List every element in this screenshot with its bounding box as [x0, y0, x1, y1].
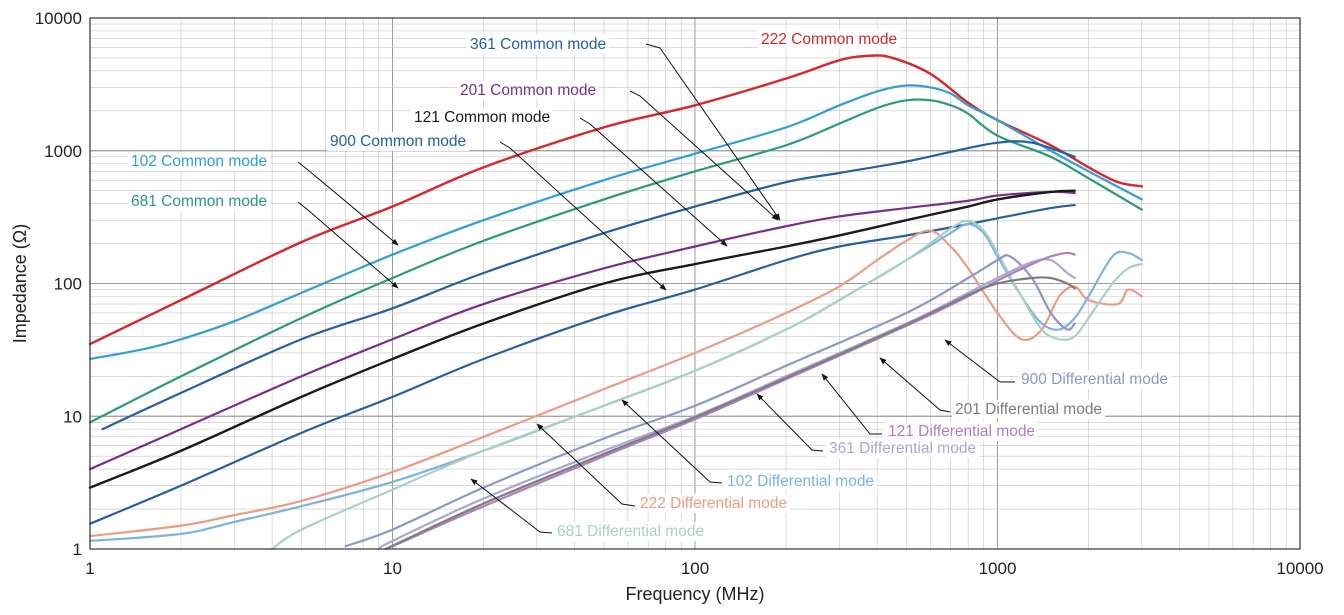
annotation-label-bg: [128, 152, 271, 171]
annotation-label-bg: [411, 108, 554, 127]
series-line-102-common-mode: [88, 84, 1143, 361]
series-line-900-common-mode: [101, 140, 1076, 431]
annotation-label-bg: [952, 400, 1106, 419]
annotation-label: 222 Common mode: [761, 31, 897, 48]
series-line-201-differential-mode: [384, 276, 1076, 551]
annotation-arrow: [629, 90, 779, 221]
annotation-label-bg: [885, 422, 1039, 441]
x-tick-label: 10000: [1276, 559, 1323, 578]
annotation-label-bg: [724, 472, 878, 491]
annotation-6: 681 Common mode: [128, 192, 399, 289]
annotation-arrow: [621, 399, 723, 484]
annotation-label: 681 Common mode: [131, 193, 267, 210]
x-tick-label: 1000: [979, 559, 1017, 578]
annotation-label: 900 Differential mode: [1021, 371, 1168, 388]
annotation-label: 222 Differential mode: [640, 495, 787, 512]
annotation-5: 102 Common mode: [128, 152, 399, 246]
annotation-4: 900 Common mode: [327, 132, 667, 291]
annotation-label: 361 Differential mode: [829, 440, 976, 457]
annotation-arrow: [944, 339, 1015, 383]
annotation-arrow: [879, 357, 951, 413]
annotation-arrow: [645, 43, 781, 221]
annotation-label: 900 Common mode: [330, 133, 466, 150]
series-line-222-differential-mode: [88, 229, 1143, 538]
annotation-label-bg: [457, 81, 600, 100]
series-line-681-differential-mode: [271, 219, 1143, 551]
y-tick-label: 10: [63, 407, 82, 426]
x-tick-label: 100: [681, 559, 709, 578]
tick-labels: 1 10 100 1000 10000 1 10 100 1000 10000: [35, 9, 1324, 578]
series-line-222-common-mode: [88, 54, 1144, 346]
annotation-label-bg: [467, 35, 610, 54]
annotation-label-bg: [128, 192, 271, 211]
annotation-label-bg: [1018, 370, 1172, 389]
annotation-arrow: [297, 161, 399, 246]
x-tick-label: 10: [383, 559, 402, 578]
series-lines: [88, 54, 1144, 551]
series-line-201-common-mode: [88, 190, 1076, 471]
series-line-361-common-mode: [88, 203, 1076, 525]
annotation-arrow: [579, 117, 728, 247]
annotation-label-bg: [637, 494, 791, 513]
series-line-121-differential-mode: [391, 251, 1076, 548]
annotations: 222 Common mode 361 Common mode 201 Common…: [128, 30, 1172, 541]
plot-border: [89, 17, 1301, 550]
plot-frame: [89, 17, 1301, 550]
annotation-label: 121 Common mode: [414, 109, 550, 126]
annotation-label: 361 Common mode: [470, 36, 606, 53]
annotation-9: 121 Differential mode: [821, 373, 1039, 441]
annotation-label: 102 Differential mode: [727, 473, 874, 490]
annotation-arrow: [821, 373, 882, 435]
annotation-label-bg: [826, 439, 980, 458]
annotation-8: 201 Differential mode: [879, 357, 1106, 419]
annotation-label-bg: [758, 30, 901, 49]
annotation-0: 222 Common mode: [758, 30, 901, 49]
x-axis-title: Frequency (MHz): [625, 584, 764, 604]
annotation-label-bg: [554, 522, 708, 541]
series-line-900-differential-mode: [344, 254, 1076, 548]
series-line-681-common-mode: [88, 98, 1143, 424]
annotation-2: 201 Common mode: [457, 81, 779, 221]
annotation-3: 121 Common mode: [411, 108, 728, 247]
annotation-13: 681 Differential mode: [470, 478, 708, 541]
annotation-12: 222 Differential mode: [536, 423, 791, 513]
annotation-1: 361 Common mode: [467, 35, 781, 221]
y-axis-title: Impedance (Ω): [10, 224, 30, 344]
annotation-11: 102 Differential mode: [621, 399, 878, 491]
annotation-arrow: [499, 141, 667, 291]
annotation-label: 201 Common mode: [460, 82, 596, 99]
annotation-arrow: [470, 478, 553, 534]
annotation-arrow: [297, 201, 399, 289]
y-tick-label: 10000: [35, 9, 82, 28]
annotation-label-bg: [327, 132, 470, 151]
annotation-arrow: [756, 393, 824, 452]
series-line-121-common-mode: [88, 189, 1076, 489]
annotation-arrow: [536, 423, 636, 507]
y-tick-label: 1: [73, 540, 82, 559]
series-line-361-differential-mode: [377, 258, 1076, 551]
y-tick-label: 1000: [44, 142, 82, 161]
annotation-7: 900 Differential mode: [944, 339, 1172, 389]
annotation-label: 201 Differential mode: [955, 401, 1102, 418]
x-tick-label: 1: [85, 559, 94, 578]
y-tick-label: 100: [54, 275, 82, 294]
annotation-label: 102 Common mode: [131, 153, 267, 170]
annotation-label: 681 Differential mode: [557, 523, 704, 540]
annotation-label: 121 Differential mode: [888, 423, 1035, 440]
annotation-10: 361 Differential mode: [756, 393, 980, 458]
